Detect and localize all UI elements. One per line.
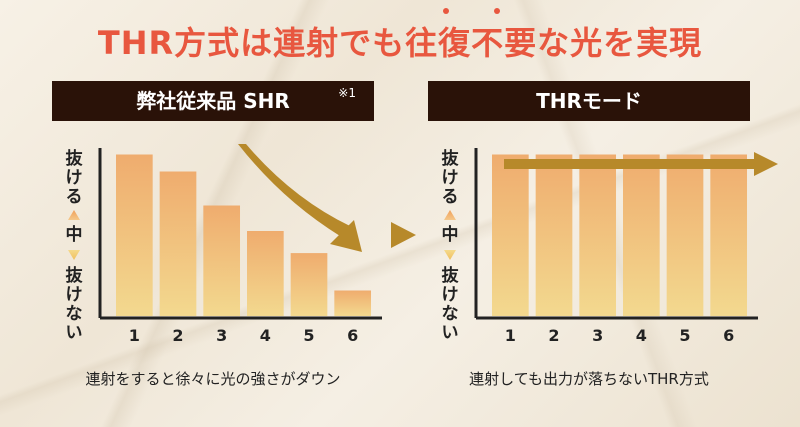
trend-arrow-shaft — [238, 144, 350, 236]
y-label-top-char: け — [66, 168, 83, 188]
bar — [535, 154, 573, 316]
y-label-top-char: け — [442, 168, 459, 188]
y-label-bottom-char: 抜 — [66, 265, 84, 286]
bar — [247, 231, 284, 316]
bar — [334, 290, 372, 316]
right-caption: 連射しても出力が落ちないTHR方式 — [469, 370, 709, 388]
y-label-bottom-char: な — [66, 304, 83, 324]
y-label-top-char: る — [442, 187, 459, 207]
right-panel-title: THRモード — [536, 89, 642, 113]
x-tick-label: 3 — [216, 326, 227, 345]
x-tick-label: 3 — [592, 326, 603, 345]
transition-arrow-icon — [391, 222, 416, 248]
trend-arrow-icon — [330, 220, 362, 252]
x-tick-label: 4 — [260, 326, 271, 345]
y-label-bottom-char: い — [66, 323, 83, 343]
emphasis-dot — [494, 8, 500, 14]
down-arrow-icon — [68, 250, 80, 260]
trend-arrow-icon — [754, 152, 778, 176]
x-tick-label: 1 — [129, 326, 140, 345]
x-tick-label: 2 — [172, 326, 183, 345]
y-label-top-char: る — [66, 187, 83, 207]
x-tick-label: 5 — [679, 326, 690, 345]
bar — [116, 154, 153, 316]
bar — [203, 205, 241, 316]
page-title: THR方式は連射でも往復不要な光を実現 — [97, 24, 703, 62]
bar — [290, 253, 328, 316]
footnote-mark: ※1 — [338, 86, 356, 100]
y-label-middle: 中 — [442, 224, 459, 245]
y-label-top: 抜ける — [66, 148, 84, 207]
y-label-bottom-char: い — [442, 323, 459, 343]
y-label-top: 抜ける — [442, 148, 460, 207]
y-label-bottom-char: な — [442, 304, 459, 324]
y-label-middle: 中 — [66, 224, 83, 245]
x-tick-label: 4 — [636, 326, 647, 345]
bar — [159, 171, 197, 316]
bar — [666, 154, 704, 316]
x-tick-label: 6 — [723, 326, 734, 345]
trend-arrow-shaft — [504, 159, 756, 169]
x-tick-label: 6 — [347, 326, 358, 345]
left-caption: 連射をすると徐々に光の強さがダウン — [85, 370, 341, 388]
emphasis-dot — [443, 8, 449, 14]
right-panel-header: THRモード — [428, 81, 750, 121]
left-panel-header: 弊社従来品 SHR ※1 — [52, 81, 374, 121]
y-label-bottom-char: け — [442, 285, 459, 305]
y-label-top-char: 抜 — [66, 148, 84, 169]
y-label-top-char: 抜 — [442, 148, 460, 169]
bar — [579, 154, 617, 316]
bar — [710, 154, 748, 316]
x-tick-label: 2 — [548, 326, 559, 345]
up-arrow-icon — [444, 210, 456, 220]
x-tick-label: 5 — [303, 326, 314, 345]
down-arrow-icon — [444, 250, 456, 260]
up-arrow-icon — [68, 210, 80, 220]
bar — [492, 154, 529, 316]
x-tick-label: 1 — [505, 326, 516, 345]
y-label-bottom-char: 抜 — [442, 265, 460, 286]
left-panel-title: 弊社従来品 SHR — [136, 89, 290, 113]
bar — [623, 154, 660, 316]
y-label-bottom-char: け — [66, 285, 83, 305]
